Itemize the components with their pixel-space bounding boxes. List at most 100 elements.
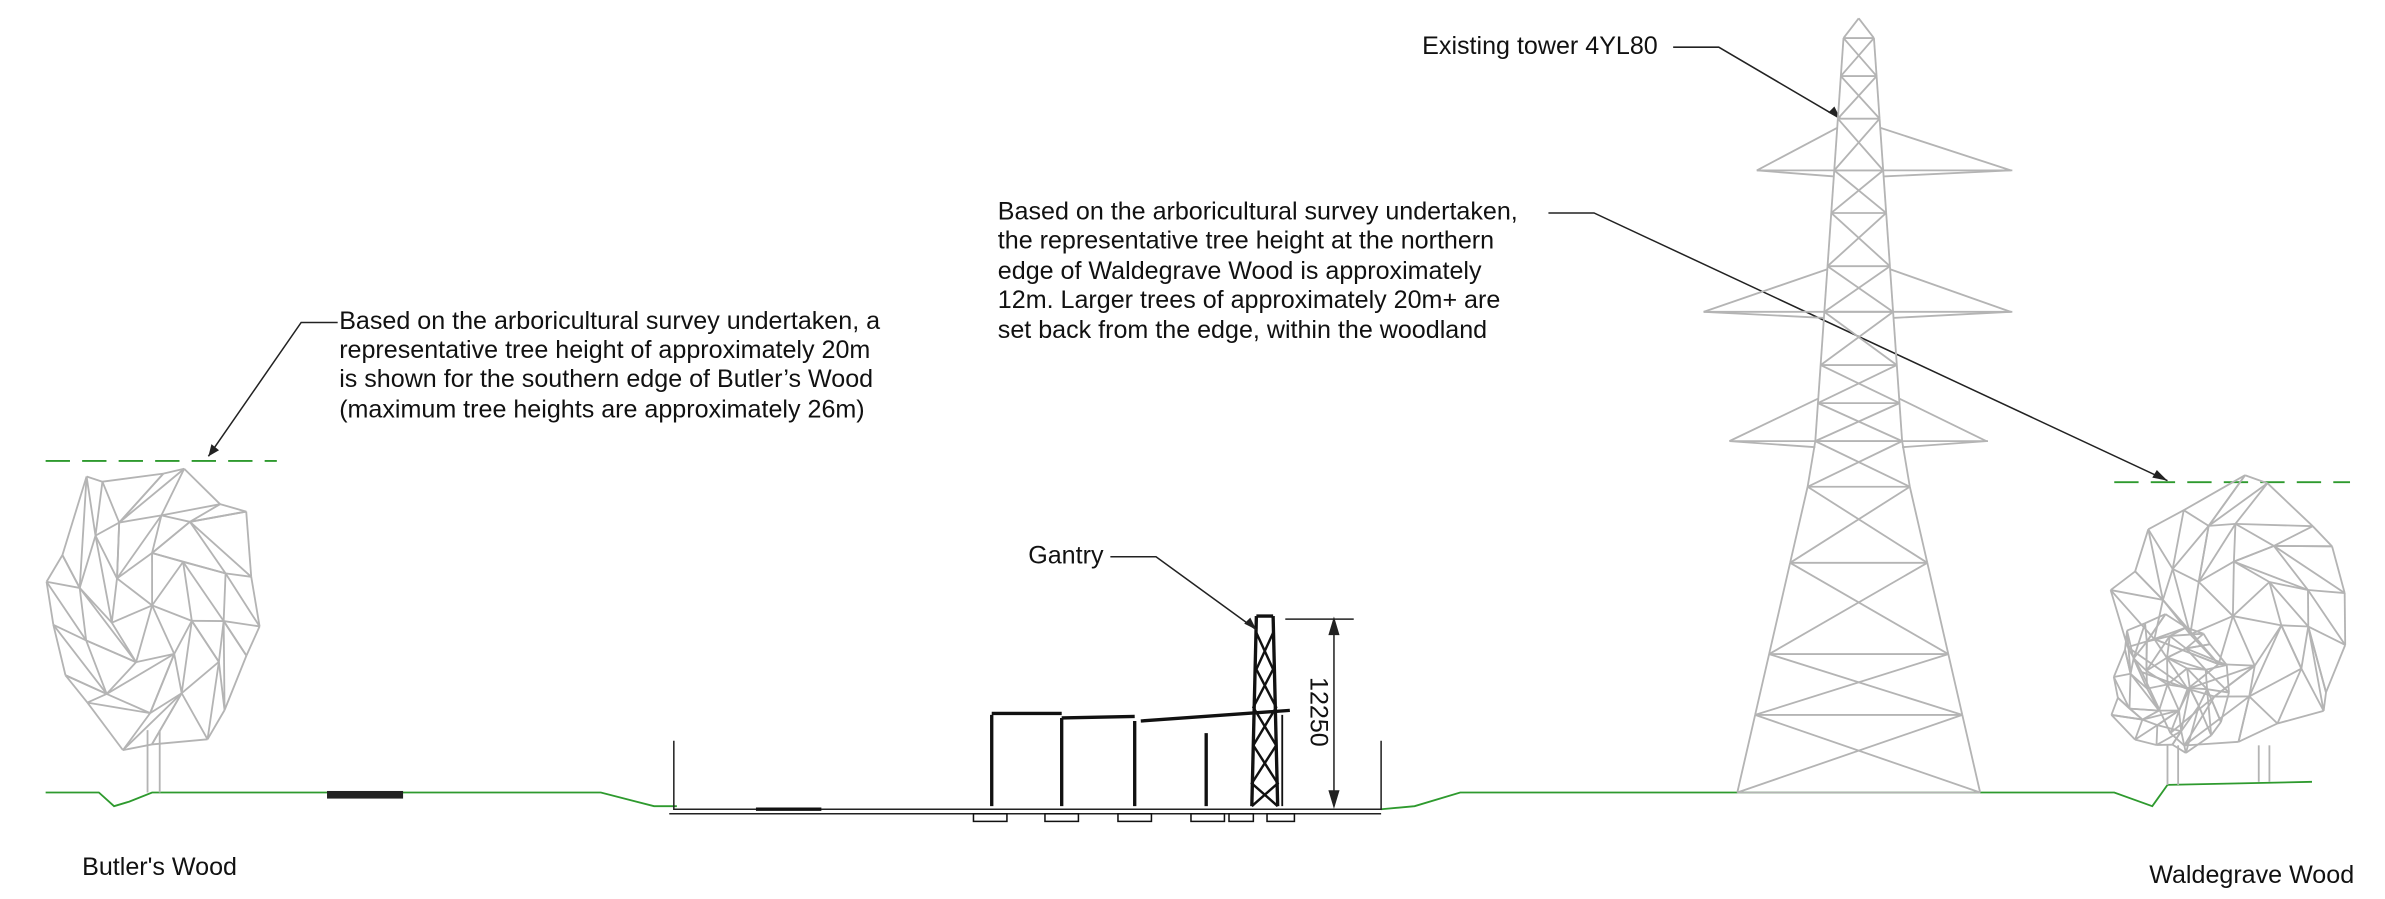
line [112, 578, 117, 622]
line [1834, 119, 1879, 171]
line [1824, 266, 1827, 312]
ground-line [1381, 782, 2312, 809]
line [1821, 365, 1900, 403]
line [1818, 403, 1902, 441]
line [117, 523, 119, 579]
line [95, 536, 111, 623]
line [182, 662, 219, 693]
line [2274, 526, 2313, 546]
line [246, 626, 259, 655]
pylon [1704, 18, 2013, 792]
annotation-line: edge of Waldegrave Wood is approximately [998, 257, 1482, 285]
line [47, 555, 63, 582]
line [183, 562, 192, 621]
location-label: Waldegrave Wood [2149, 861, 2354, 889]
line [2233, 616, 2281, 625]
line [1838, 76, 1841, 119]
line [117, 515, 161, 578]
line [1841, 38, 1844, 76]
line [2147, 689, 2159, 711]
line [2173, 569, 2199, 582]
line [1880, 128, 2011, 171]
annotation-line: is shown for the southern edge of Butler… [339, 365, 873, 393]
line [1769, 563, 1790, 654]
line [1828, 213, 1887, 266]
line [1831, 213, 1890, 266]
line [1899, 399, 1986, 442]
line [2146, 658, 2167, 671]
location-label: Butler's Wood [82, 853, 237, 881]
line [1893, 312, 1897, 365]
line [2277, 669, 2301, 724]
line [1729, 399, 1818, 442]
line [2249, 625, 2281, 696]
line [1844, 18, 1859, 38]
line [190, 522, 251, 577]
line [1790, 487, 1807, 563]
line [2233, 562, 2234, 616]
line [2114, 674, 2131, 677]
line [2204, 634, 2210, 645]
line [2308, 590, 2345, 645]
line [225, 656, 247, 710]
line [219, 621, 224, 662]
line [2267, 483, 2312, 526]
line [1838, 119, 1883, 171]
line [1927, 563, 1948, 654]
line [220, 504, 246, 511]
line [1755, 654, 1948, 715]
line [1841, 38, 1874, 76]
line [2129, 674, 2130, 709]
line [1834, 170, 1886, 213]
line [1897, 365, 1900, 403]
equipment [973, 710, 1294, 821]
line [2114, 650, 2125, 677]
line [2142, 720, 2157, 726]
gantry-label: Gantry [1028, 541, 1104, 569]
line [2148, 510, 2183, 529]
line [2167, 648, 2186, 657]
line [2134, 623, 2145, 658]
line [119, 469, 184, 523]
line [1808, 487, 1928, 563]
line [1886, 213, 1890, 266]
line [2184, 475, 2245, 510]
line [123, 713, 150, 750]
annotation-line: 12m. Larger trees of approximately 20m+ … [998, 286, 1501, 314]
line [2234, 546, 2274, 562]
annotation-line: Based on the arboricultural survey under… [339, 307, 880, 335]
arrowhead [208, 444, 219, 456]
line [2190, 688, 2207, 689]
elevation-drawing: Based on the arboricultural survey under… [0, 0, 2385, 899]
line [1808, 441, 1903, 487]
ground-feature [327, 791, 403, 799]
line [1755, 715, 1980, 793]
line [1815, 403, 1818, 441]
trees [47, 469, 2346, 793]
line [2157, 725, 2158, 745]
line [2163, 569, 2173, 600]
line [1962, 715, 1980, 793]
line [87, 694, 106, 703]
line [1757, 128, 1837, 171]
line [87, 703, 150, 714]
page: {"annotations": { "butlers_wood": {"line… [0, 0, 2385, 899]
line [2239, 723, 2278, 741]
line [1890, 266, 1893, 312]
line [1877, 76, 1880, 119]
line [1790, 487, 1910, 563]
line [117, 553, 152, 578]
tower-label: Existing tower 4YL80 [1422, 32, 1658, 60]
line [1824, 266, 1890, 312]
line [2173, 510, 2184, 569]
leader-line [208, 322, 337, 456]
line [95, 482, 102, 536]
line [2235, 524, 2312, 526]
line [2184, 510, 2209, 526]
line [2147, 685, 2167, 689]
line [2234, 524, 2236, 562]
line [1818, 365, 1897, 403]
line [2281, 625, 2301, 668]
line [2135, 529, 2148, 571]
annotation-line: set back from the edge, within the woodl… [998, 316, 1487, 344]
